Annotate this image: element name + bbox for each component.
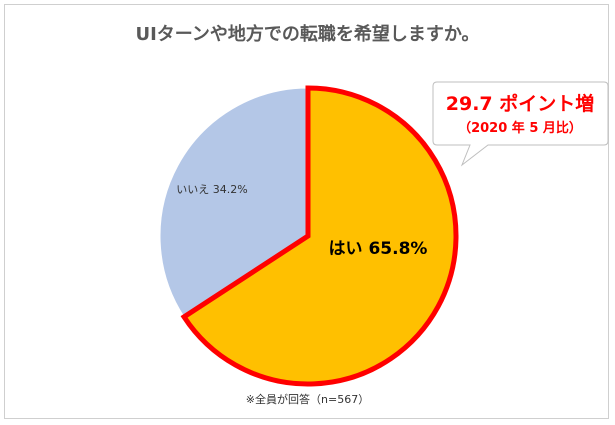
pie-slices — [159, 85, 459, 387]
callout-line2: （2020 年 5 月比） — [458, 120, 582, 136]
chart-title: UIターンや地方での転職を希望しますか。 — [135, 24, 480, 45]
slice-label-no: いいえ 34.2% — [176, 183, 247, 196]
slice-label-yes: はい 65.8% — [329, 239, 428, 259]
sample-note: ※全員が回答（n=567） — [245, 393, 370, 406]
pie-slice-0 — [180, 85, 459, 387]
callout-line1: 29.7 ポイント増 — [446, 92, 595, 115]
callout-bubble: 29.7 ポイント増 （2020 年 5 月比） — [432, 81, 609, 167]
